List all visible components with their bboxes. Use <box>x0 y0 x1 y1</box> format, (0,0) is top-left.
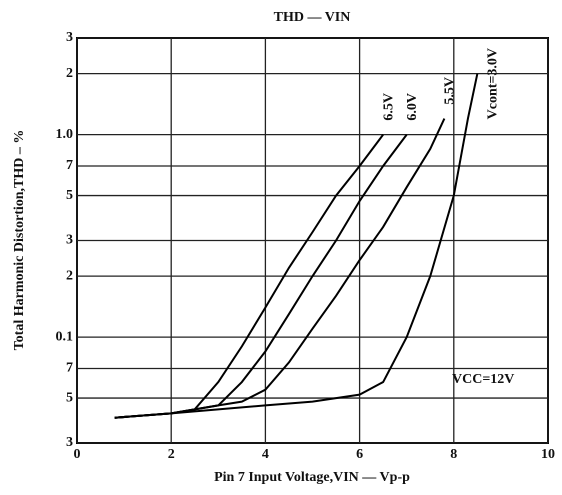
y-tick-label: 0.1 <box>56 329 74 344</box>
y-tick-label: 5 <box>66 188 73 203</box>
x-tick-label: 6 <box>356 447 363 462</box>
y-tick-label: 7 <box>66 158 73 173</box>
x-tick-label: 0 <box>74 447 81 462</box>
y-tick-label: 5 <box>66 390 73 405</box>
y-tick-label: 2 <box>66 268 73 283</box>
series-label: 5.5V <box>443 77 458 105</box>
series-label: Vcont=3.0V <box>486 48 501 119</box>
y-tick-label: 3 <box>66 30 73 45</box>
x-tick-label: 8 <box>450 447 457 462</box>
chart-title: THD — VIN <box>274 10 351 25</box>
y-tick-label: 1.0 <box>56 127 74 142</box>
curve <box>114 118 446 419</box>
y-tick-label: 3 <box>66 435 73 450</box>
y-axis-label: Total Harmonic Distortion,THD – % <box>12 130 27 351</box>
x-tick-label: 10 <box>541 447 555 462</box>
y-tick-label: 2 <box>66 66 73 81</box>
x-tick-label: 2 <box>168 447 175 462</box>
annotation: VCC=12V <box>452 372 514 387</box>
series-label: 6.0V <box>405 93 420 121</box>
series-label: 6.5V <box>381 93 396 121</box>
y-tick-label: 3 <box>66 233 73 248</box>
x-axis-label: Pin 7 Input Voltage,VIN — Vp-p <box>214 470 410 485</box>
x-tick-label: 4 <box>262 447 269 462</box>
curve <box>114 73 479 419</box>
y-tick-label: 7 <box>66 361 73 376</box>
